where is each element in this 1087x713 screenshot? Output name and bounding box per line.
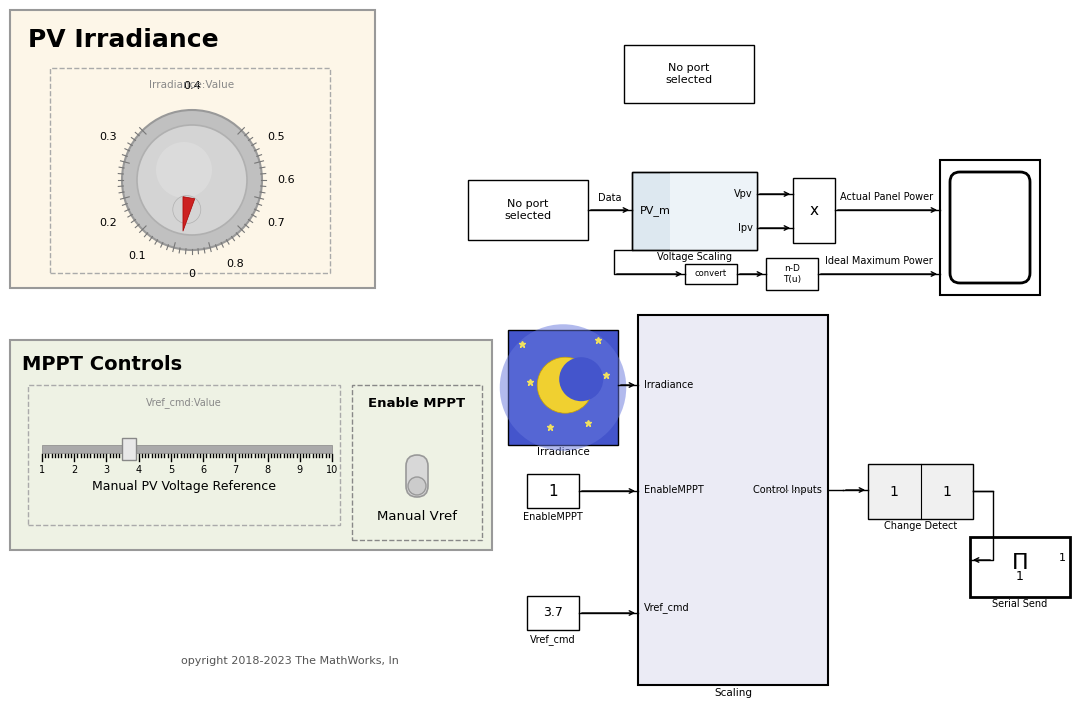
Text: Π: Π <box>1012 553 1028 573</box>
Text: n-D
T(u): n-D T(u) <box>783 265 801 284</box>
Circle shape <box>500 324 626 451</box>
Text: Control Inputs: Control Inputs <box>753 485 822 495</box>
Text: 2: 2 <box>71 465 77 475</box>
Bar <box>685 264 737 284</box>
FancyBboxPatch shape <box>407 455 428 497</box>
Text: MPPT Controls: MPPT Controls <box>22 355 183 374</box>
Bar <box>10 10 375 288</box>
Bar <box>50 68 330 273</box>
Circle shape <box>408 477 426 495</box>
Text: Ideal Maximum Power: Ideal Maximum Power <box>825 256 933 266</box>
Text: Vpv: Vpv <box>735 189 753 199</box>
Bar <box>352 385 482 540</box>
Circle shape <box>137 125 247 235</box>
Text: 0.5: 0.5 <box>267 133 285 143</box>
Text: opyright 2018-2023 The MathWorks, In: opyright 2018-2023 The MathWorks, In <box>182 656 399 666</box>
Bar <box>508 330 619 445</box>
Text: 1: 1 <box>1059 553 1066 563</box>
Polygon shape <box>183 197 195 231</box>
Text: Irradiance: Irradiance <box>537 447 589 457</box>
Circle shape <box>157 142 212 198</box>
Text: Irradiance: Irradiance <box>644 380 694 390</box>
Text: 0.6: 0.6 <box>277 175 295 185</box>
Text: Change Detect: Change Detect <box>884 521 958 531</box>
Text: 0.2: 0.2 <box>99 217 117 227</box>
Circle shape <box>173 195 201 224</box>
Bar <box>527 596 579 630</box>
Text: Scaling: Scaling <box>714 688 752 698</box>
Text: No port
selected: No port selected <box>504 199 551 221</box>
Bar <box>122 438 136 460</box>
Bar <box>766 258 819 290</box>
Bar <box>10 340 492 550</box>
Text: 1: 1 <box>39 465 45 475</box>
Text: Serial Send: Serial Send <box>992 599 1048 609</box>
Text: Actual Panel Power: Actual Panel Power <box>840 192 934 202</box>
Text: 1: 1 <box>1016 570 1024 583</box>
Circle shape <box>537 357 594 414</box>
Bar <box>468 180 588 240</box>
Text: 5: 5 <box>167 465 174 475</box>
Bar <box>632 172 757 250</box>
Text: 8: 8 <box>264 465 271 475</box>
Circle shape <box>122 110 262 250</box>
Bar <box>632 172 757 250</box>
Bar <box>527 474 579 508</box>
Text: PV_m: PV_m <box>640 205 671 217</box>
Text: Ipv: Ipv <box>738 223 753 233</box>
Bar <box>869 464 973 519</box>
Text: x: x <box>810 203 819 218</box>
Circle shape <box>559 357 603 401</box>
Text: 0.1: 0.1 <box>128 251 146 261</box>
FancyBboxPatch shape <box>950 172 1030 283</box>
Bar <box>28 385 340 525</box>
Text: 1: 1 <box>942 485 951 498</box>
Bar <box>794 178 835 243</box>
Text: 0.3: 0.3 <box>99 133 117 143</box>
Bar <box>940 160 1040 295</box>
Text: Manual PV Voltage Reference: Manual PV Voltage Reference <box>92 480 276 493</box>
Text: 6: 6 <box>200 465 207 475</box>
Text: EnableMPPT: EnableMPPT <box>523 512 583 522</box>
Text: 7: 7 <box>233 465 238 475</box>
Text: 0.4: 0.4 <box>183 81 201 91</box>
Text: No port
selected: No port selected <box>665 63 713 85</box>
Bar <box>42 445 332 453</box>
Text: Voltage Scaling: Voltage Scaling <box>657 252 732 262</box>
Text: 3.7: 3.7 <box>544 607 563 620</box>
Text: 1: 1 <box>890 485 899 498</box>
Text: Vref_cmd: Vref_cmd <box>530 634 576 645</box>
Text: 1: 1 <box>548 483 558 498</box>
Bar <box>970 537 1070 597</box>
Text: 4: 4 <box>136 465 141 475</box>
Text: Enable MPPT: Enable MPPT <box>368 397 465 410</box>
Bar <box>638 315 828 685</box>
Text: Vref_cmd:Value: Vref_cmd:Value <box>146 397 222 408</box>
Text: 0.8: 0.8 <box>226 259 243 269</box>
Text: Vref_cmd: Vref_cmd <box>644 602 689 613</box>
Text: 9: 9 <box>297 465 303 475</box>
Text: Manual Vref: Manual Vref <box>377 510 457 523</box>
Bar <box>670 172 757 250</box>
Text: convert: convert <box>695 270 727 279</box>
Text: Irradiance:Value: Irradiance:Value <box>149 80 235 90</box>
Text: EnableMPPT: EnableMPPT <box>644 485 703 495</box>
Text: 10: 10 <box>326 465 338 475</box>
Text: 0.7: 0.7 <box>267 217 285 227</box>
Text: Data: Data <box>598 193 622 203</box>
Text: PV Irradiance: PV Irradiance <box>28 28 218 52</box>
Text: 3: 3 <box>103 465 110 475</box>
Text: 0: 0 <box>188 269 196 279</box>
Bar <box>624 45 754 103</box>
